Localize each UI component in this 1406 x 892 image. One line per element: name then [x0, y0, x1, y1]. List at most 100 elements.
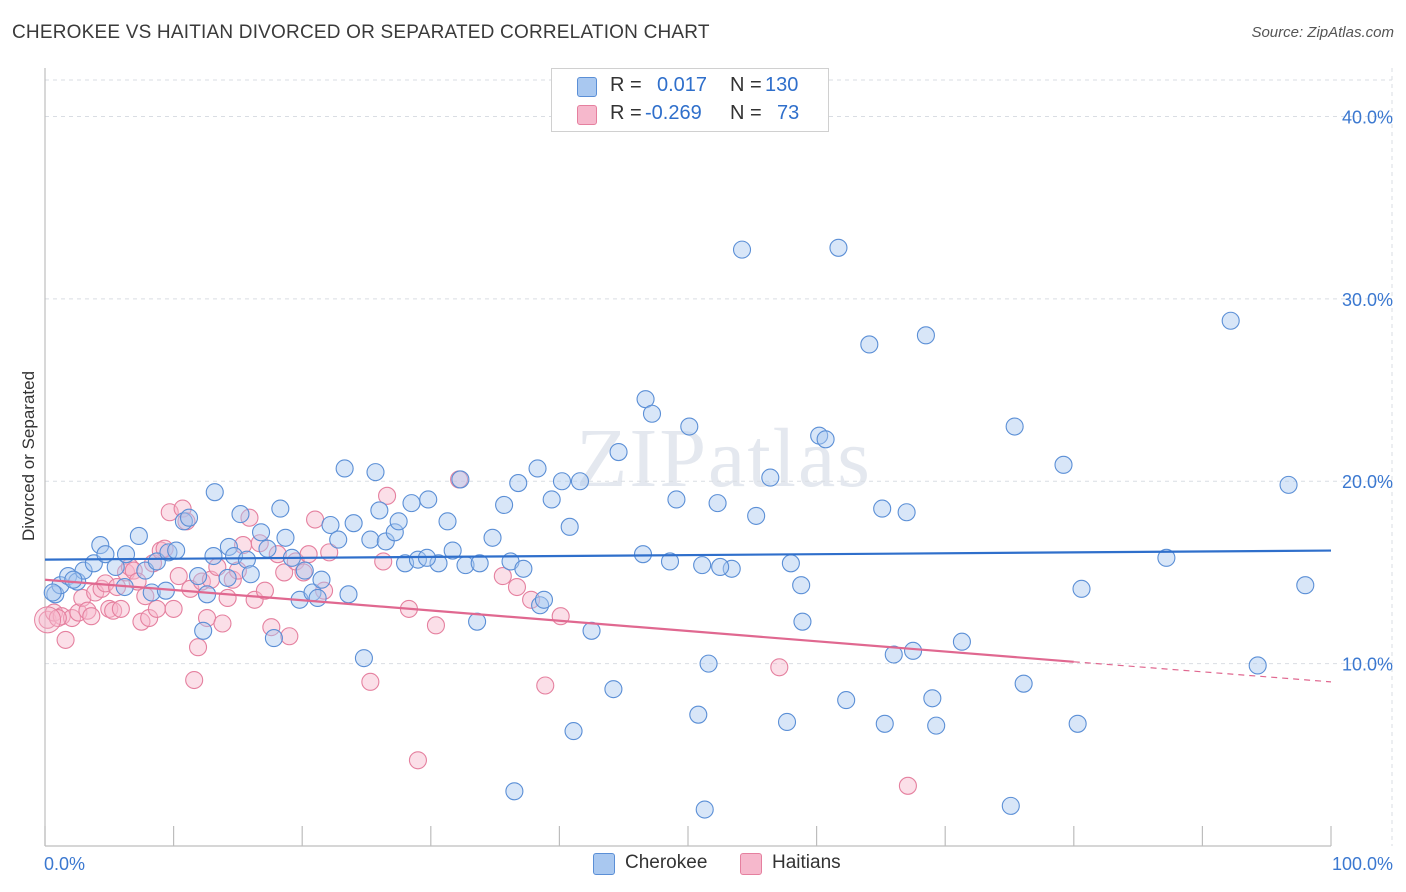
point-cherokee [339, 585, 358, 604]
point-cherokee [219, 537, 238, 556]
point-haitians [408, 751, 427, 770]
point-cherokee [129, 526, 148, 546]
point-cherokee [923, 689, 942, 708]
point-cherokee [174, 512, 193, 531]
y-axis-label: Divorced or Separated [19, 371, 38, 541]
point-haitians [507, 577, 527, 597]
point-cherokee [91, 536, 110, 555]
series-legend-haitians: Haitians [740, 852, 860, 876]
point-cherokee [509, 474, 528, 493]
point-haitians [147, 599, 166, 618]
point-cherokee [354, 649, 373, 668]
axes [44, 68, 1332, 847]
point-cherokee [689, 705, 708, 724]
point-cherokee [1221, 311, 1240, 330]
point-haitians [299, 545, 318, 564]
point-cherokee [370, 501, 389, 520]
point-cherokee [708, 494, 727, 513]
point-haitians [111, 599, 130, 618]
point-cherokee [438, 512, 457, 531]
point-cherokee [534, 590, 554, 609]
point-cherokee [159, 543, 178, 562]
point-cherokee [389, 512, 408, 531]
point-cherokee [916, 326, 935, 345]
point-cherokee [295, 561, 314, 580]
series-label-cherokee: Cherokee [625, 852, 708, 873]
series-legend-cherokee: Cherokee [593, 852, 723, 876]
point-cherokee [528, 459, 547, 478]
point-haitians [522, 590, 541, 609]
point-haitians [361, 672, 380, 691]
legend-swatch-cherokee [577, 77, 597, 97]
point-cherokee [927, 716, 946, 735]
point-cherokee [505, 782, 524, 801]
point-cherokee [1005, 417, 1024, 436]
point-cherokee [711, 557, 730, 577]
point-cherokee [470, 554, 489, 573]
point-cherokee [884, 645, 903, 664]
point-cherokee [443, 541, 462, 560]
point-cherokee [952, 632, 971, 651]
point-cherokee [329, 530, 348, 549]
point-cherokee [837, 691, 856, 710]
point-haitians [255, 581, 274, 600]
y-tick-label: 20.0% [1342, 472, 1393, 492]
point-cherokee [660, 552, 680, 571]
trend-lines [44, 549, 1332, 683]
point-cherokee [781, 554, 800, 573]
x-tick-label-max: 100.0% [1332, 854, 1393, 874]
point-cherokee [903, 641, 923, 660]
point-cherokee [1248, 656, 1267, 675]
point-cherokee [385, 523, 404, 542]
point-cherokee [514, 559, 533, 578]
point-cherokee [860, 335, 879, 354]
chart-title: CHEROKEE VS HAITIAN DIVORCED OR SEPARATE… [12, 22, 710, 43]
point-cherokee [429, 554, 448, 573]
data-points [34, 238, 1315, 819]
point-cherokee [1068, 714, 1087, 733]
point-haitians [104, 601, 123, 620]
point-cherokee [419, 490, 438, 509]
point-cherokee [1014, 674, 1033, 693]
point-cherokee [231, 505, 250, 524]
point-cherokee [542, 490, 561, 509]
legend-row-haitians: R = -0.269 N = 73 [552, 100, 828, 128]
series-swatch-cherokee [593, 853, 615, 875]
legend-n-value: 130 [765, 74, 799, 96]
point-haitians [218, 588, 237, 608]
point-cherokee [241, 565, 260, 584]
point-cherokee [777, 712, 797, 732]
point-cherokee [793, 612, 812, 631]
point-cherokee [695, 800, 714, 819]
point-cherokee [361, 530, 380, 549]
point-haitians [898, 776, 917, 795]
y-tick-label: 40.0% [1342, 107, 1393, 127]
point-cherokee [312, 570, 331, 589]
point-haitians [536, 676, 555, 695]
legend-n-value: 73 [777, 102, 800, 124]
point-haitians [48, 608, 67, 628]
point-cherokee [564, 722, 583, 741]
point-cherokee [64, 570, 83, 589]
point-haitians [493, 567, 512, 586]
point-cherokee [451, 470, 470, 489]
legend-r-label: R = [610, 74, 642, 96]
legend-r-label: R = [610, 102, 642, 124]
source-label: Source: ZipAtlas.com [1251, 24, 1394, 41]
series-swatch-haitians [740, 853, 762, 875]
point-cherokee [747, 506, 766, 525]
point-cherokee [792, 576, 811, 595]
point-cherokee [251, 523, 271, 542]
point-haitians [374, 552, 393, 571]
point-cherokee [667, 490, 686, 509]
point-cherokee [722, 559, 741, 578]
point-cherokee [1279, 475, 1298, 494]
point-haitians [240, 508, 259, 527]
point-cherokee [829, 238, 848, 257]
point-haitians [426, 616, 445, 635]
point-haitians [34, 606, 62, 634]
point-cherokee [271, 499, 290, 518]
point-cherokee [43, 583, 62, 602]
point-cherokee [816, 430, 835, 449]
